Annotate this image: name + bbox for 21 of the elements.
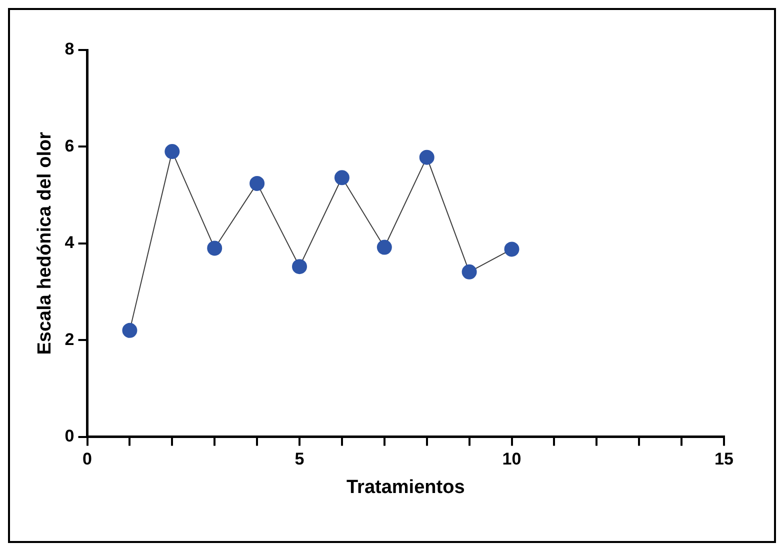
x-tick-label: 5 — [294, 450, 304, 469]
x-axis-title: Tratamientos — [346, 476, 465, 498]
x-tick-label: 15 — [714, 450, 734, 469]
point — [419, 150, 434, 165]
y-tick-label: 4 — [64, 233, 75, 252]
point — [376, 240, 392, 255]
y-tick-label: 0 — [64, 426, 74, 446]
point — [504, 242, 520, 257]
y-axis-title: Escala hedónica del olor — [34, 131, 56, 355]
point — [164, 144, 180, 160]
point — [292, 259, 308, 274]
x-tick-label: 10 — [502, 450, 522, 469]
point — [250, 176, 265, 191]
y-tick-label: 6 — [64, 136, 74, 156]
point — [207, 240, 222, 256]
point — [122, 322, 138, 338]
point — [462, 264, 477, 280]
y-tick-label: 8 — [64, 40, 74, 59]
point — [334, 170, 350, 186]
x-tick-label: 0 — [82, 450, 92, 469]
y-tick-label: 2 — [64, 330, 74, 349]
